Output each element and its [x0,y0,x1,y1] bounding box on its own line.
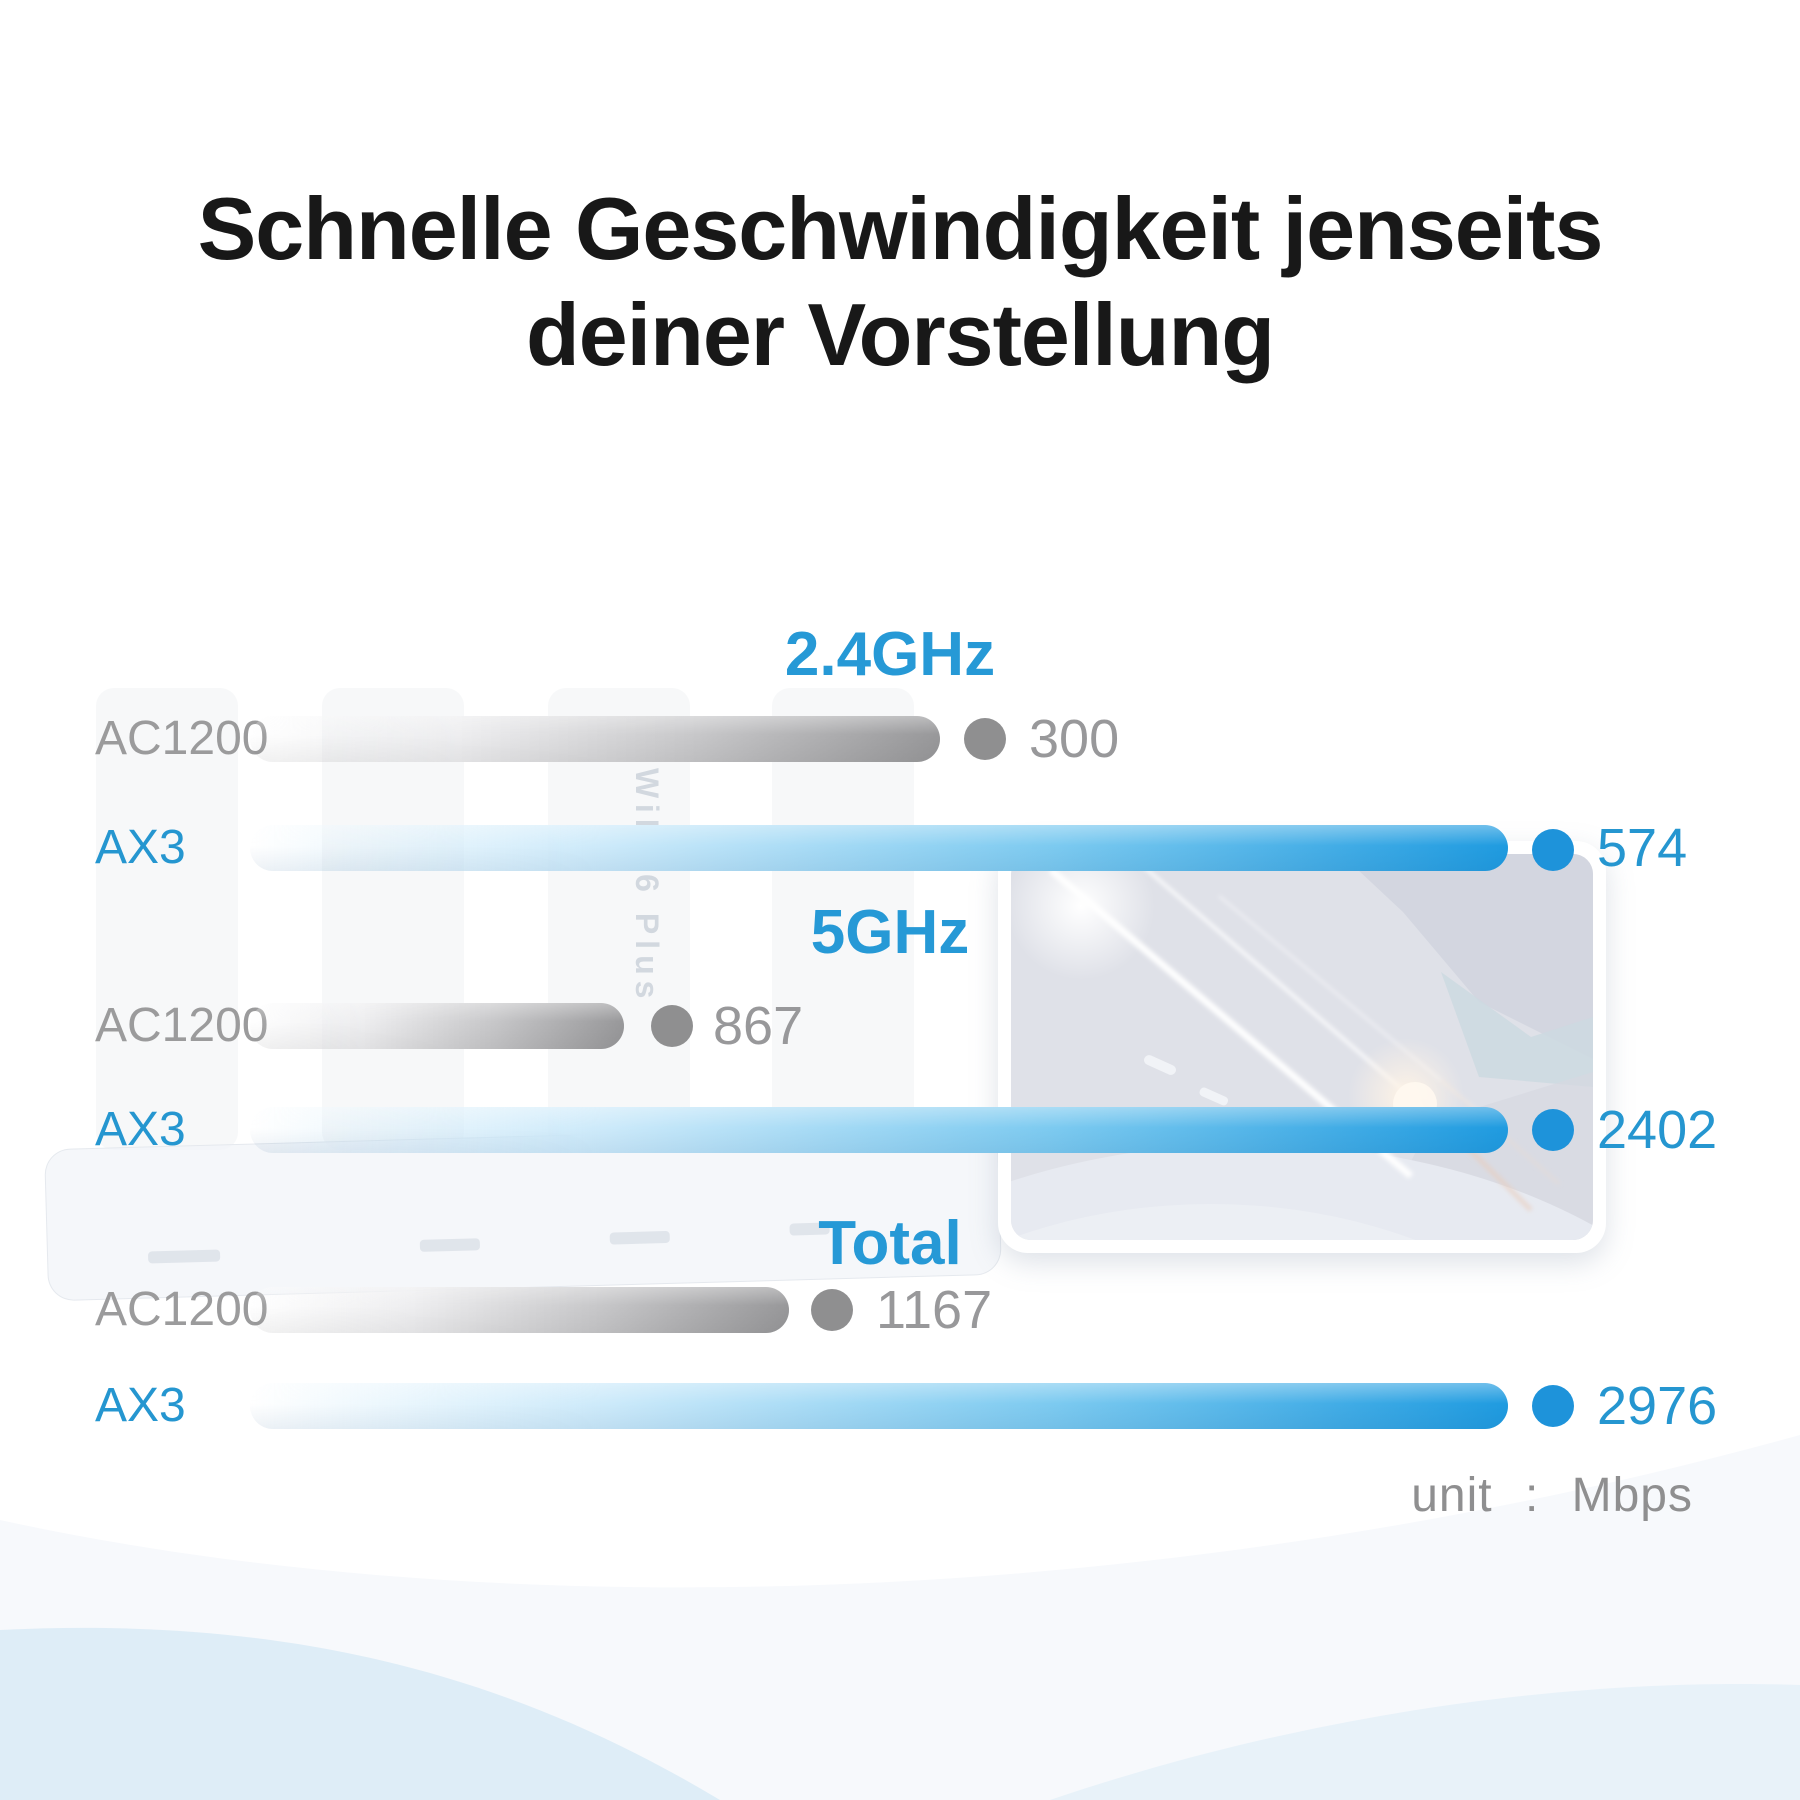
dot-ax3-2-4ghz [1532,829,1574,871]
row-label-ac1200-total: AC1200 [95,1283,269,1336]
row-label-ac1200-2-4ghz: AC1200 [95,712,269,765]
bar-ac1200-5ghz [250,1003,624,1049]
page-title: Schnelle Geschwindigkeit jenseits deiner… [0,176,1800,388]
value-ac1200-total: 1167 [876,1280,993,1340]
value-ac1200-2-4ghz: 300 [1029,709,1120,769]
dot-ac1200-2-4ghz [964,718,1006,760]
router-wifi6-watermark: WiFi 6 Plus [629,768,665,1005]
bar-ax3-2-4ghz [250,825,1508,871]
page-title-line1: Schnelle Geschwindigkeit jenseits [197,179,1604,278]
section-heading-total: Total [818,1209,962,1278]
bar-ac1200-total [250,1287,789,1333]
space-scene-inset-picture [998,841,1606,1253]
value-ax3-5ghz: 2402 [1597,1100,1718,1160]
bar-ac1200-2-4ghz [250,716,940,762]
dot-ax3-total [1532,1385,1574,1427]
router-antenna-shape [96,688,238,1150]
dot-ax3-5ghz [1532,1109,1574,1151]
value-ax3-2-4ghz: 574 [1597,818,1688,878]
unit-note: unit : Mbps [1411,1469,1693,1522]
row-label-ac1200-5ghz: AC1200 [95,999,269,1052]
router-antenna-shape [322,688,464,1150]
router-antenna-shape [548,688,690,1150]
bar-ax3-total [250,1383,1508,1429]
row-label-ax3-2-4ghz: AX3 [95,821,186,874]
bar-ax3-5ghz [250,1107,1508,1153]
row-label-ax3-total: AX3 [95,1379,186,1432]
value-ac1200-5ghz: 867 [713,996,804,1056]
section-heading-2-4ghz: 2.4GHz [784,620,996,689]
row-label-ax3-5ghz: AX3 [95,1103,186,1156]
router-antenna-shape [772,688,914,1150]
background-wave-decoration [0,1435,1800,1800]
page-title-line2: deiner Vorstellung [525,285,1275,384]
value-ax3-total: 2976 [1597,1376,1718,1436]
section-heading-5ghz: 5GHz [810,898,970,967]
dot-ac1200-5ghz [651,1005,693,1047]
dot-ac1200-total [811,1289,853,1331]
